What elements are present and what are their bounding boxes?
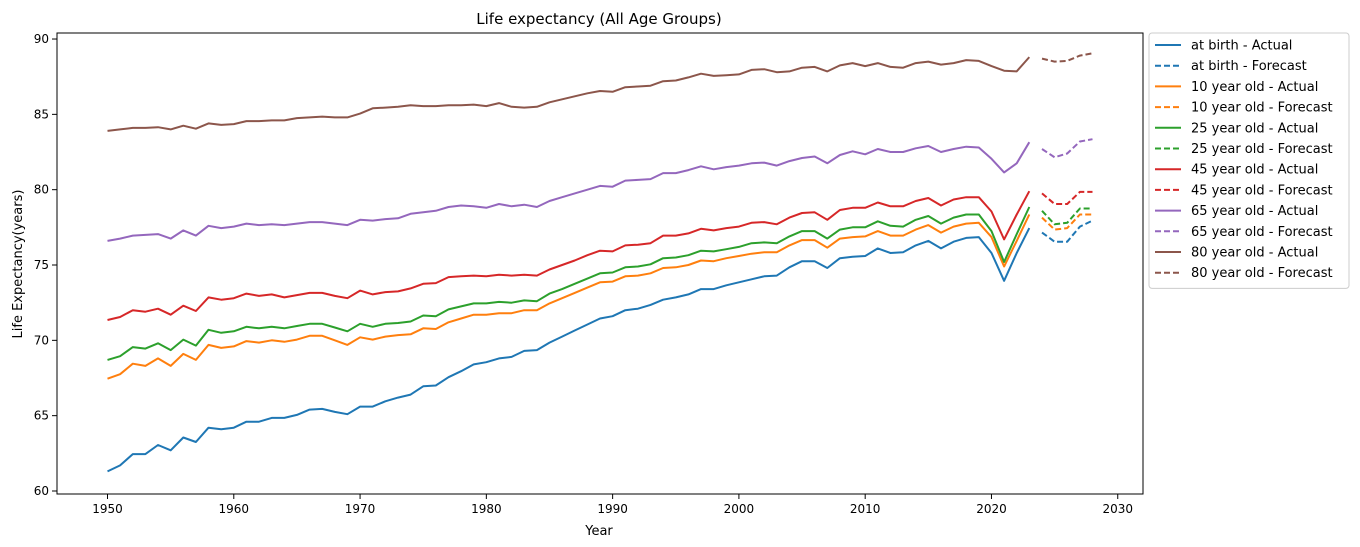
x-tick-label: 1970 [345,502,376,516]
legend: at birth - Actual at birth - Forecast 10 y… [1148,32,1350,289]
series-line-4 [107,206,1031,361]
y-axis-label: Life Expectancy(years) [11,190,26,339]
series-line-3 [1041,213,1093,231]
series-line-1 [1041,219,1093,243]
series-line-5 [1041,207,1093,226]
series-line-8 [107,141,1031,242]
series-line-11 [1041,52,1093,63]
y-tick-label: 85 [34,107,49,121]
series-line-6 [107,190,1031,321]
x-tick-label: 1990 [597,502,628,516]
legend-label: 10 year old - Forecast [1191,101,1333,116]
y-axis: 60 65 70 75 80 85 90 [34,32,57,498]
legend-label: 10 year old - Actual [1191,80,1318,95]
series-line-2 [107,214,1031,380]
legend-label: 80 year old - Forecast [1191,266,1333,281]
series-line-0 [107,227,1031,473]
y-tick-label: 75 [34,258,49,272]
y-tick-label: 60 [34,484,49,498]
x-tick-label: 2020 [976,502,1007,516]
legend-label: 65 year old - Actual [1191,204,1318,219]
series-line-10 [107,56,1031,132]
y-tick-label: 65 [34,409,49,423]
x-tick-label: 2000 [724,502,755,516]
legend-label: 25 year old - Actual [1191,121,1318,136]
legend-label: 65 year old - Forecast [1191,225,1333,240]
x-tick-label: 1950 [92,502,123,516]
legend-label: at birth - Forecast [1191,59,1307,74]
plot-area [56,32,1144,495]
legend-label: 80 year old - Actual [1191,246,1318,261]
x-tick-label: 2010 [850,502,881,516]
x-tick-label: 1980 [471,502,502,516]
plot-frame [56,32,1144,495]
legend-label: at birth - Actual [1191,39,1292,54]
series-line-7 [1041,190,1093,205]
x-tick-label: 1960 [219,502,250,516]
y-tick-label: 80 [34,183,49,197]
legend-frame [1148,32,1350,289]
series-line-9 [1041,138,1093,159]
x-tick-label: 2030 [1102,502,1133,516]
legend-label: 45 year old - Actual [1191,163,1318,178]
y-tick-label: 90 [34,32,49,46]
legend-label: 45 year old - Forecast [1191,183,1333,198]
x-axis: 1950 1960 1970 1980 1990 2000 2010 2020 2030 [92,494,1133,516]
chart-title: Life expectancy (All Age Groups) [476,10,721,28]
legend-label: 25 year old - Forecast [1191,142,1333,157]
y-tick-label: 70 [34,333,49,347]
x-axis-label: Year [584,524,613,539]
